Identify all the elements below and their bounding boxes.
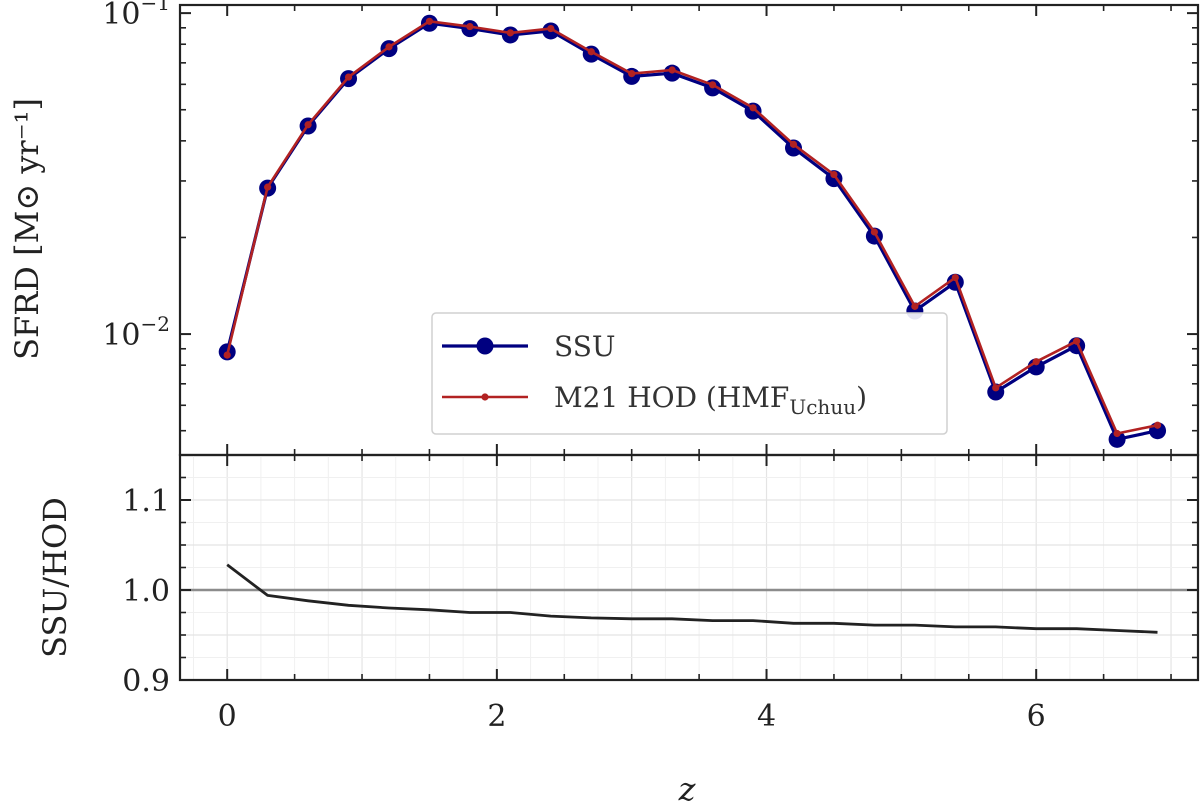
ratio-y-axis-label: SSU/HOD xyxy=(36,497,74,658)
ratio-line xyxy=(226,563,1158,634)
data-point xyxy=(789,140,798,148)
data-point xyxy=(708,81,717,89)
sfrd-y-ticks: 10−1 10−2 xyxy=(102,0,1198,432)
series-line xyxy=(225,19,1158,435)
legend-box xyxy=(431,312,948,435)
sfrd-y-axis-label: SFRD [M⊙ yr⁻¹] xyxy=(8,98,46,360)
ratio-grid xyxy=(180,455,1198,680)
data-point xyxy=(749,104,757,112)
y-tick-label: 10−2 xyxy=(102,312,170,353)
data-point xyxy=(425,17,434,25)
data-point xyxy=(784,139,802,157)
legend-marker xyxy=(476,337,494,355)
data-point xyxy=(870,228,878,236)
data-point xyxy=(1108,430,1126,448)
legend-label: M21 HOD (HMFUchuu) xyxy=(554,381,867,419)
y-tick-label: 0.9 xyxy=(122,664,170,699)
data-point xyxy=(344,73,353,81)
data-point xyxy=(506,29,514,37)
data-point xyxy=(1113,429,1121,438)
x-ticks: 0 2 4 6 xyxy=(218,5,1172,734)
data-point xyxy=(466,22,474,31)
y-tick-label: 1.0 xyxy=(122,574,170,609)
series-hod xyxy=(223,17,1162,438)
data-point xyxy=(830,170,838,179)
data-point xyxy=(223,351,231,359)
data-point xyxy=(1073,337,1081,345)
data-point xyxy=(547,24,555,33)
data-point xyxy=(668,66,676,74)
data-point xyxy=(911,302,919,310)
data-point xyxy=(951,273,959,282)
sfrd-panel: 10−1 10−2 SFRD [M⊙ yr⁻¹] SSU M21 HOD (HMFUch… xyxy=(8,0,1200,457)
ratio-y-ticks: 0.9 1.0 1.1 xyxy=(122,454,1198,699)
x-axis-label: z xyxy=(678,770,697,808)
data-point xyxy=(304,121,312,129)
y-tick-label: 10−1 xyxy=(102,0,170,32)
x-tick-label: 0 xyxy=(218,699,237,734)
data-point xyxy=(992,384,1000,392)
x-tick-label: 2 xyxy=(487,699,506,734)
ratio-panel: 0.9 1.0 1.1 0 2 4 6 z SSU/HOD xyxy=(36,5,1200,808)
data-point xyxy=(987,383,1005,401)
legend-label: SSU xyxy=(554,330,615,363)
data-point xyxy=(264,183,272,191)
data-point xyxy=(628,69,636,78)
y-tick-label: 1.1 xyxy=(122,484,170,519)
data-point xyxy=(1027,358,1045,376)
data-point xyxy=(587,48,595,56)
x-tick-label: 6 xyxy=(1027,699,1046,734)
data-point xyxy=(385,43,393,51)
data-point xyxy=(1032,358,1040,366)
data-point xyxy=(1153,421,1162,429)
x-tick-label: 4 xyxy=(757,699,776,734)
legend: SSU M21 HOD (HMFUchuu) xyxy=(431,312,948,435)
legend-marker xyxy=(481,393,489,401)
